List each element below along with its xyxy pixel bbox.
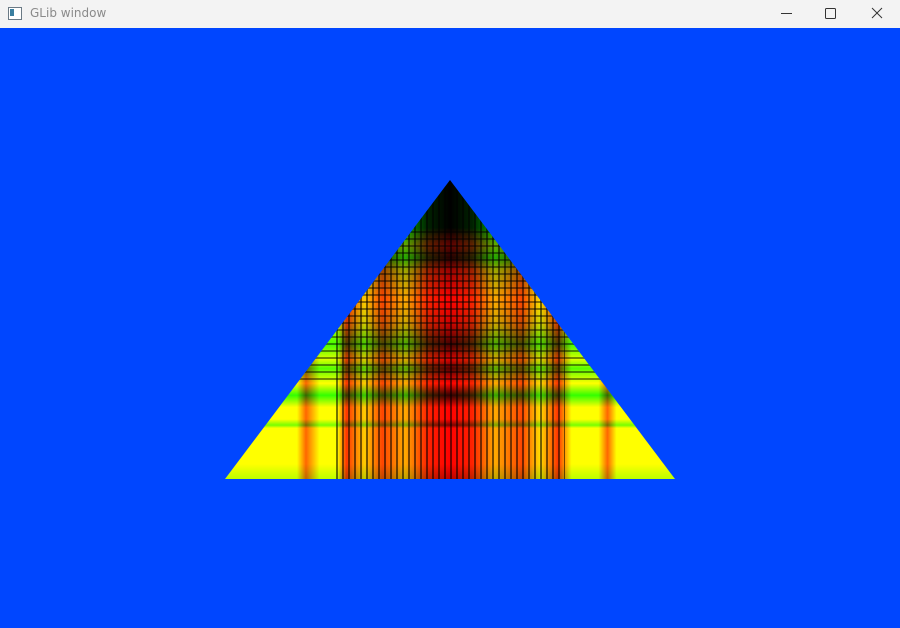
window-title: GLib window (30, 6, 107, 20)
app-icon (8, 7, 22, 20)
maximize-button[interactable] (825, 8, 836, 19)
triangle (225, 180, 675, 479)
title-bar: GLib window (0, 0, 900, 28)
close-button[interactable] (871, 7, 883, 19)
title-bar-icons (8, 7, 883, 20)
